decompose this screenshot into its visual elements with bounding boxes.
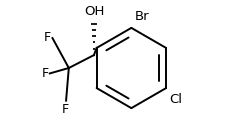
Text: F: F xyxy=(44,31,51,44)
Text: F: F xyxy=(41,67,48,80)
Text: F: F xyxy=(62,103,69,116)
Text: OH: OH xyxy=(83,5,104,18)
Text: Cl: Cl xyxy=(169,93,182,106)
Text: Br: Br xyxy=(134,10,149,23)
